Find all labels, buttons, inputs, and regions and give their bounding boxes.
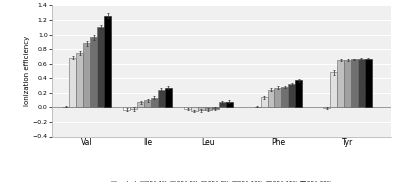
Bar [83, 43, 90, 107]
Bar [337, 60, 344, 107]
Bar [205, 107, 212, 110]
Bar [295, 80, 302, 107]
Bar [323, 107, 330, 108]
Bar [268, 90, 275, 107]
Bar [226, 102, 233, 107]
Bar [191, 107, 198, 111]
Y-axis label: Ionization efficiency: Ionization efficiency [24, 36, 30, 106]
Bar [358, 59, 365, 107]
Bar [261, 97, 268, 107]
Bar [351, 59, 358, 107]
Bar [151, 98, 158, 107]
Bar [365, 59, 372, 107]
Bar [281, 87, 288, 107]
Bar [344, 60, 351, 107]
Bar [144, 100, 151, 107]
Bar [330, 72, 337, 107]
Bar [275, 88, 281, 107]
Bar [69, 58, 76, 107]
Legend: control, SSA 1%, SSA 5%, SSA 8%, SSA 10%, SSA 15%, SSA 30%: control, SSA 1%, SSA 5%, SSA 8%, SSA 10%… [111, 181, 332, 182]
Bar [97, 27, 104, 107]
Bar [198, 107, 205, 110]
Bar [288, 84, 295, 107]
Bar [104, 16, 111, 107]
Bar [184, 107, 191, 109]
Bar [123, 107, 130, 110]
Bar [90, 37, 97, 107]
Bar [165, 88, 172, 107]
Bar [130, 107, 137, 109]
Bar [158, 90, 165, 107]
Bar [219, 102, 226, 107]
Bar [76, 53, 83, 107]
Bar [212, 107, 219, 109]
Bar [137, 102, 144, 107]
